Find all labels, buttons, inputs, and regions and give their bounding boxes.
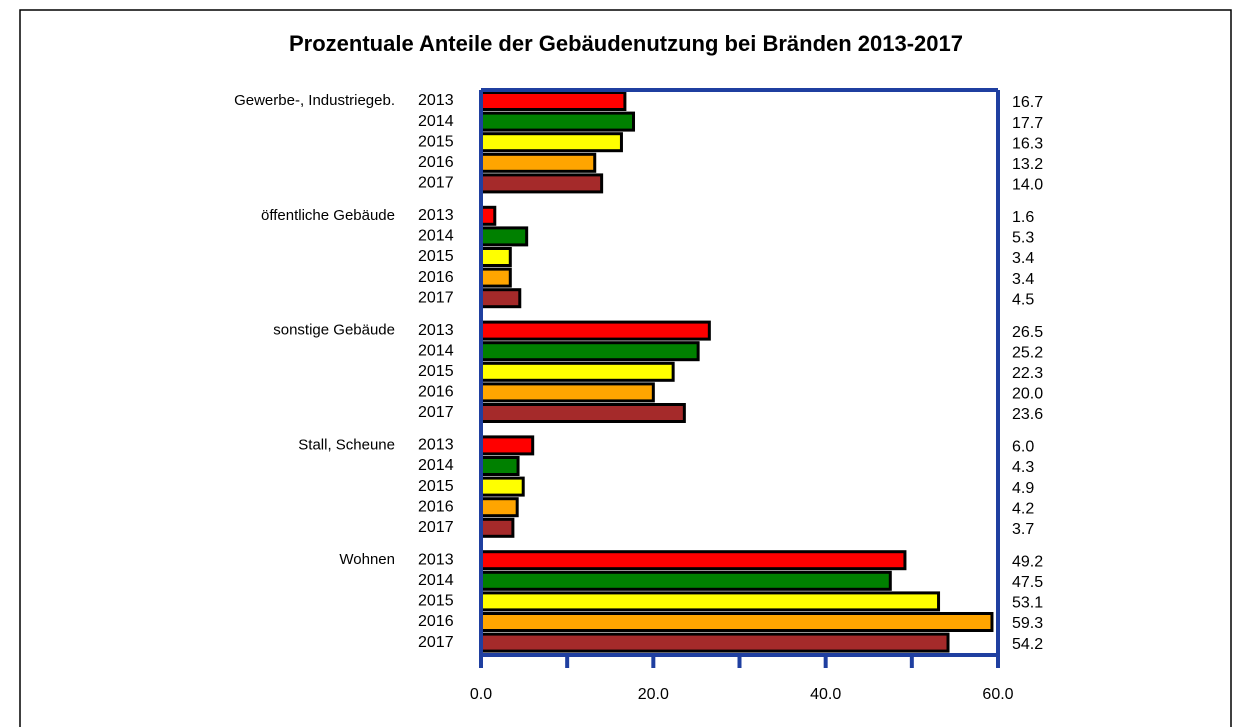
value-label: 25.2 <box>1012 344 1043 361</box>
value-label: 14.0 <box>1012 177 1043 194</box>
bar <box>479 111 636 132</box>
series-label: 2017 <box>418 404 454 421</box>
bar <box>479 205 497 226</box>
category-label: Stall, Scheune <box>298 436 395 453</box>
bar <box>479 497 519 518</box>
bar <box>479 267 512 288</box>
bar <box>479 517 515 538</box>
bar <box>479 226 529 247</box>
value-label: 4.2 <box>1012 500 1034 517</box>
series-label: 2015 <box>418 363 454 380</box>
value-label: 26.5 <box>1012 324 1043 341</box>
series-label: 2014 <box>418 572 454 589</box>
bar <box>479 550 907 571</box>
bar <box>479 435 535 456</box>
bar <box>479 288 522 309</box>
category-label: Gewerbe-, Industriegeb. <box>234 92 395 109</box>
value-label: 49.2 <box>1012 553 1043 570</box>
series-label: 2017 <box>418 519 454 536</box>
value-label: 4.9 <box>1012 480 1034 497</box>
bar <box>479 591 941 612</box>
series-label: 2017 <box>418 175 454 192</box>
value-label: 54.2 <box>1012 636 1043 653</box>
bar <box>479 152 597 173</box>
value-label: 23.6 <box>1012 406 1043 423</box>
series-label: 2013 <box>418 207 454 224</box>
category-label: Wohnen <box>339 551 395 568</box>
bar <box>479 132 623 153</box>
series-label: 2013 <box>418 437 454 454</box>
bar <box>479 382 655 403</box>
series-label: 2014 <box>418 228 454 245</box>
bar <box>479 247 512 267</box>
frame <box>19 9 1232 727</box>
value-label: 16.7 <box>1012 94 1043 111</box>
bar <box>479 91 627 111</box>
series-label: 2015 <box>418 478 454 495</box>
value-label: 5.3 <box>1012 230 1034 247</box>
value-label: 13.2 <box>1012 156 1043 173</box>
series-label: 2017 <box>418 289 454 306</box>
value-label: 16.3 <box>1012 135 1043 152</box>
bar <box>479 320 711 341</box>
value-label: 3.4 <box>1012 250 1034 267</box>
series-label: 2015 <box>418 133 454 150</box>
bar <box>479 341 700 362</box>
bar <box>479 570 892 591</box>
value-label: 3.7 <box>1012 521 1034 538</box>
x-tick-label: 60.0 <box>982 686 1013 703</box>
series-label: 2014 <box>418 457 454 474</box>
series-label: 2015 <box>418 248 454 265</box>
value-label: 6.0 <box>1012 439 1034 456</box>
series-label: 2016 <box>418 613 454 630</box>
series-label: 2016 <box>418 384 454 401</box>
x-tick-label: 0.0 <box>470 686 492 703</box>
bar <box>479 403 686 423</box>
series-label: 2016 <box>418 498 454 515</box>
category-label: öffentliche Gebäude <box>261 207 395 224</box>
series-label: 2013 <box>418 551 454 568</box>
value-label: 20.0 <box>1012 386 1043 403</box>
series-label: 2017 <box>418 634 454 651</box>
value-label: 47.5 <box>1012 574 1043 591</box>
bar <box>479 456 520 476</box>
chart-title: Prozentuale Anteile der Gebäudenutzung b… <box>289 31 963 56</box>
value-label: 53.1 <box>1012 595 1043 612</box>
value-label: 3.4 <box>1012 271 1034 288</box>
series-label: 2013 <box>418 322 454 339</box>
x-tick-label: 20.0 <box>638 686 669 703</box>
series-label: 2015 <box>418 593 454 610</box>
bar <box>479 612 994 632</box>
series-label: 2014 <box>418 342 454 359</box>
value-label: 22.3 <box>1012 365 1043 382</box>
value-label: 4.3 <box>1012 459 1034 476</box>
bar <box>479 173 604 194</box>
x-tick-label: 40.0 <box>810 686 841 703</box>
series-label: 2014 <box>418 113 454 130</box>
value-label: 4.5 <box>1012 291 1034 308</box>
series-label: 2013 <box>418 92 454 109</box>
series-label: 2016 <box>418 269 454 286</box>
bar <box>479 632 950 653</box>
value-label: 59.3 <box>1012 615 1043 632</box>
series-label: 2016 <box>418 154 454 171</box>
value-label: 1.6 <box>1012 209 1034 226</box>
bar <box>479 361 675 382</box>
bar <box>479 476 525 497</box>
category-label: sonstige Gebäude <box>273 322 395 339</box>
value-label: 17.7 <box>1012 115 1043 132</box>
